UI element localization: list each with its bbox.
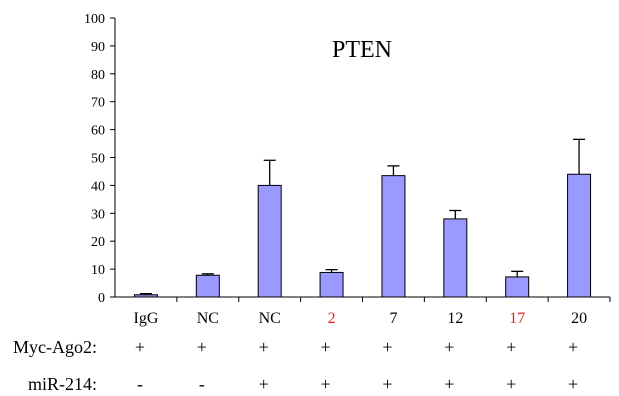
bars (133, 173, 592, 298)
condition-mark: + (568, 374, 578, 394)
condition-mark: + (320, 337, 330, 357)
condition-label: miR-214: (28, 374, 97, 394)
y-ticks: 0 10 20 30 40 50 60 70 80 90 100 (84, 12, 115, 306)
bar (257, 184, 282, 298)
condition-mark: + (444, 337, 454, 357)
bar (443, 218, 468, 298)
bar (567, 173, 592, 298)
bar (505, 276, 530, 298)
error-bar (263, 159, 276, 186)
y-tick-label: 100 (84, 12, 105, 27)
y-tick-label: 30 (91, 207, 105, 222)
bar (381, 175, 406, 298)
condition-mark: + (382, 374, 392, 394)
condition-mark: + (382, 337, 392, 357)
condition-mark: + (444, 374, 454, 394)
condition-mark: + (259, 337, 269, 357)
x-tick-label: IgG (133, 310, 158, 327)
error-bar (449, 209, 462, 219)
condition-mark: + (197, 337, 207, 357)
condition-rows: Myc-Ago2: + + + + + + + + miR-214: - - + + + + + + (13, 337, 578, 394)
y-tick-label: 40 (91, 179, 105, 194)
condition-mark: + (506, 337, 516, 357)
error-bar (201, 273, 214, 276)
x-tick-labels: IgG NC NC 2 7 12 17 20 (133, 297, 611, 327)
condition-mark: + (135, 337, 145, 357)
x-tick-label: 7 (389, 310, 397, 327)
condition-mark: + (506, 374, 516, 394)
bar (319, 271, 344, 298)
error-bars (139, 138, 586, 295)
x-tick-label: 20 (571, 310, 587, 327)
bar (133, 294, 158, 298)
error-bar (139, 293, 152, 295)
condition-mark: + (259, 374, 269, 394)
chart-title: PTEN (332, 37, 392, 63)
condition-label: Myc-Ago2: (13, 337, 97, 357)
y-tick-label: 50 (91, 152, 105, 167)
y-tick-label: 0 (98, 291, 105, 306)
y-tick-label: 20 (91, 235, 105, 250)
y-tick-label: 60 (91, 124, 105, 139)
x-tick-label: 12 (447, 310, 463, 327)
x-tick-label: NC (259, 310, 281, 327)
x-tick-label: 17 (509, 310, 525, 327)
error-bar (573, 138, 586, 175)
error-bar (511, 270, 524, 277)
bar (195, 274, 220, 298)
y-tick-label: 70 (91, 96, 105, 111)
y-tick-label: 80 (91, 68, 105, 83)
condition-mark: - (199, 374, 205, 394)
condition-mark: + (568, 337, 578, 357)
y-tick-label: 90 (91, 40, 105, 55)
error-bar (325, 269, 338, 273)
y-tick-label: 10 (91, 263, 105, 278)
error-bar (387, 165, 400, 176)
condition-mark: - (137, 374, 143, 394)
x-tick-label: 2 (328, 310, 336, 327)
x-tick-label: NC (197, 310, 219, 327)
condition-mark: + (320, 374, 330, 394)
